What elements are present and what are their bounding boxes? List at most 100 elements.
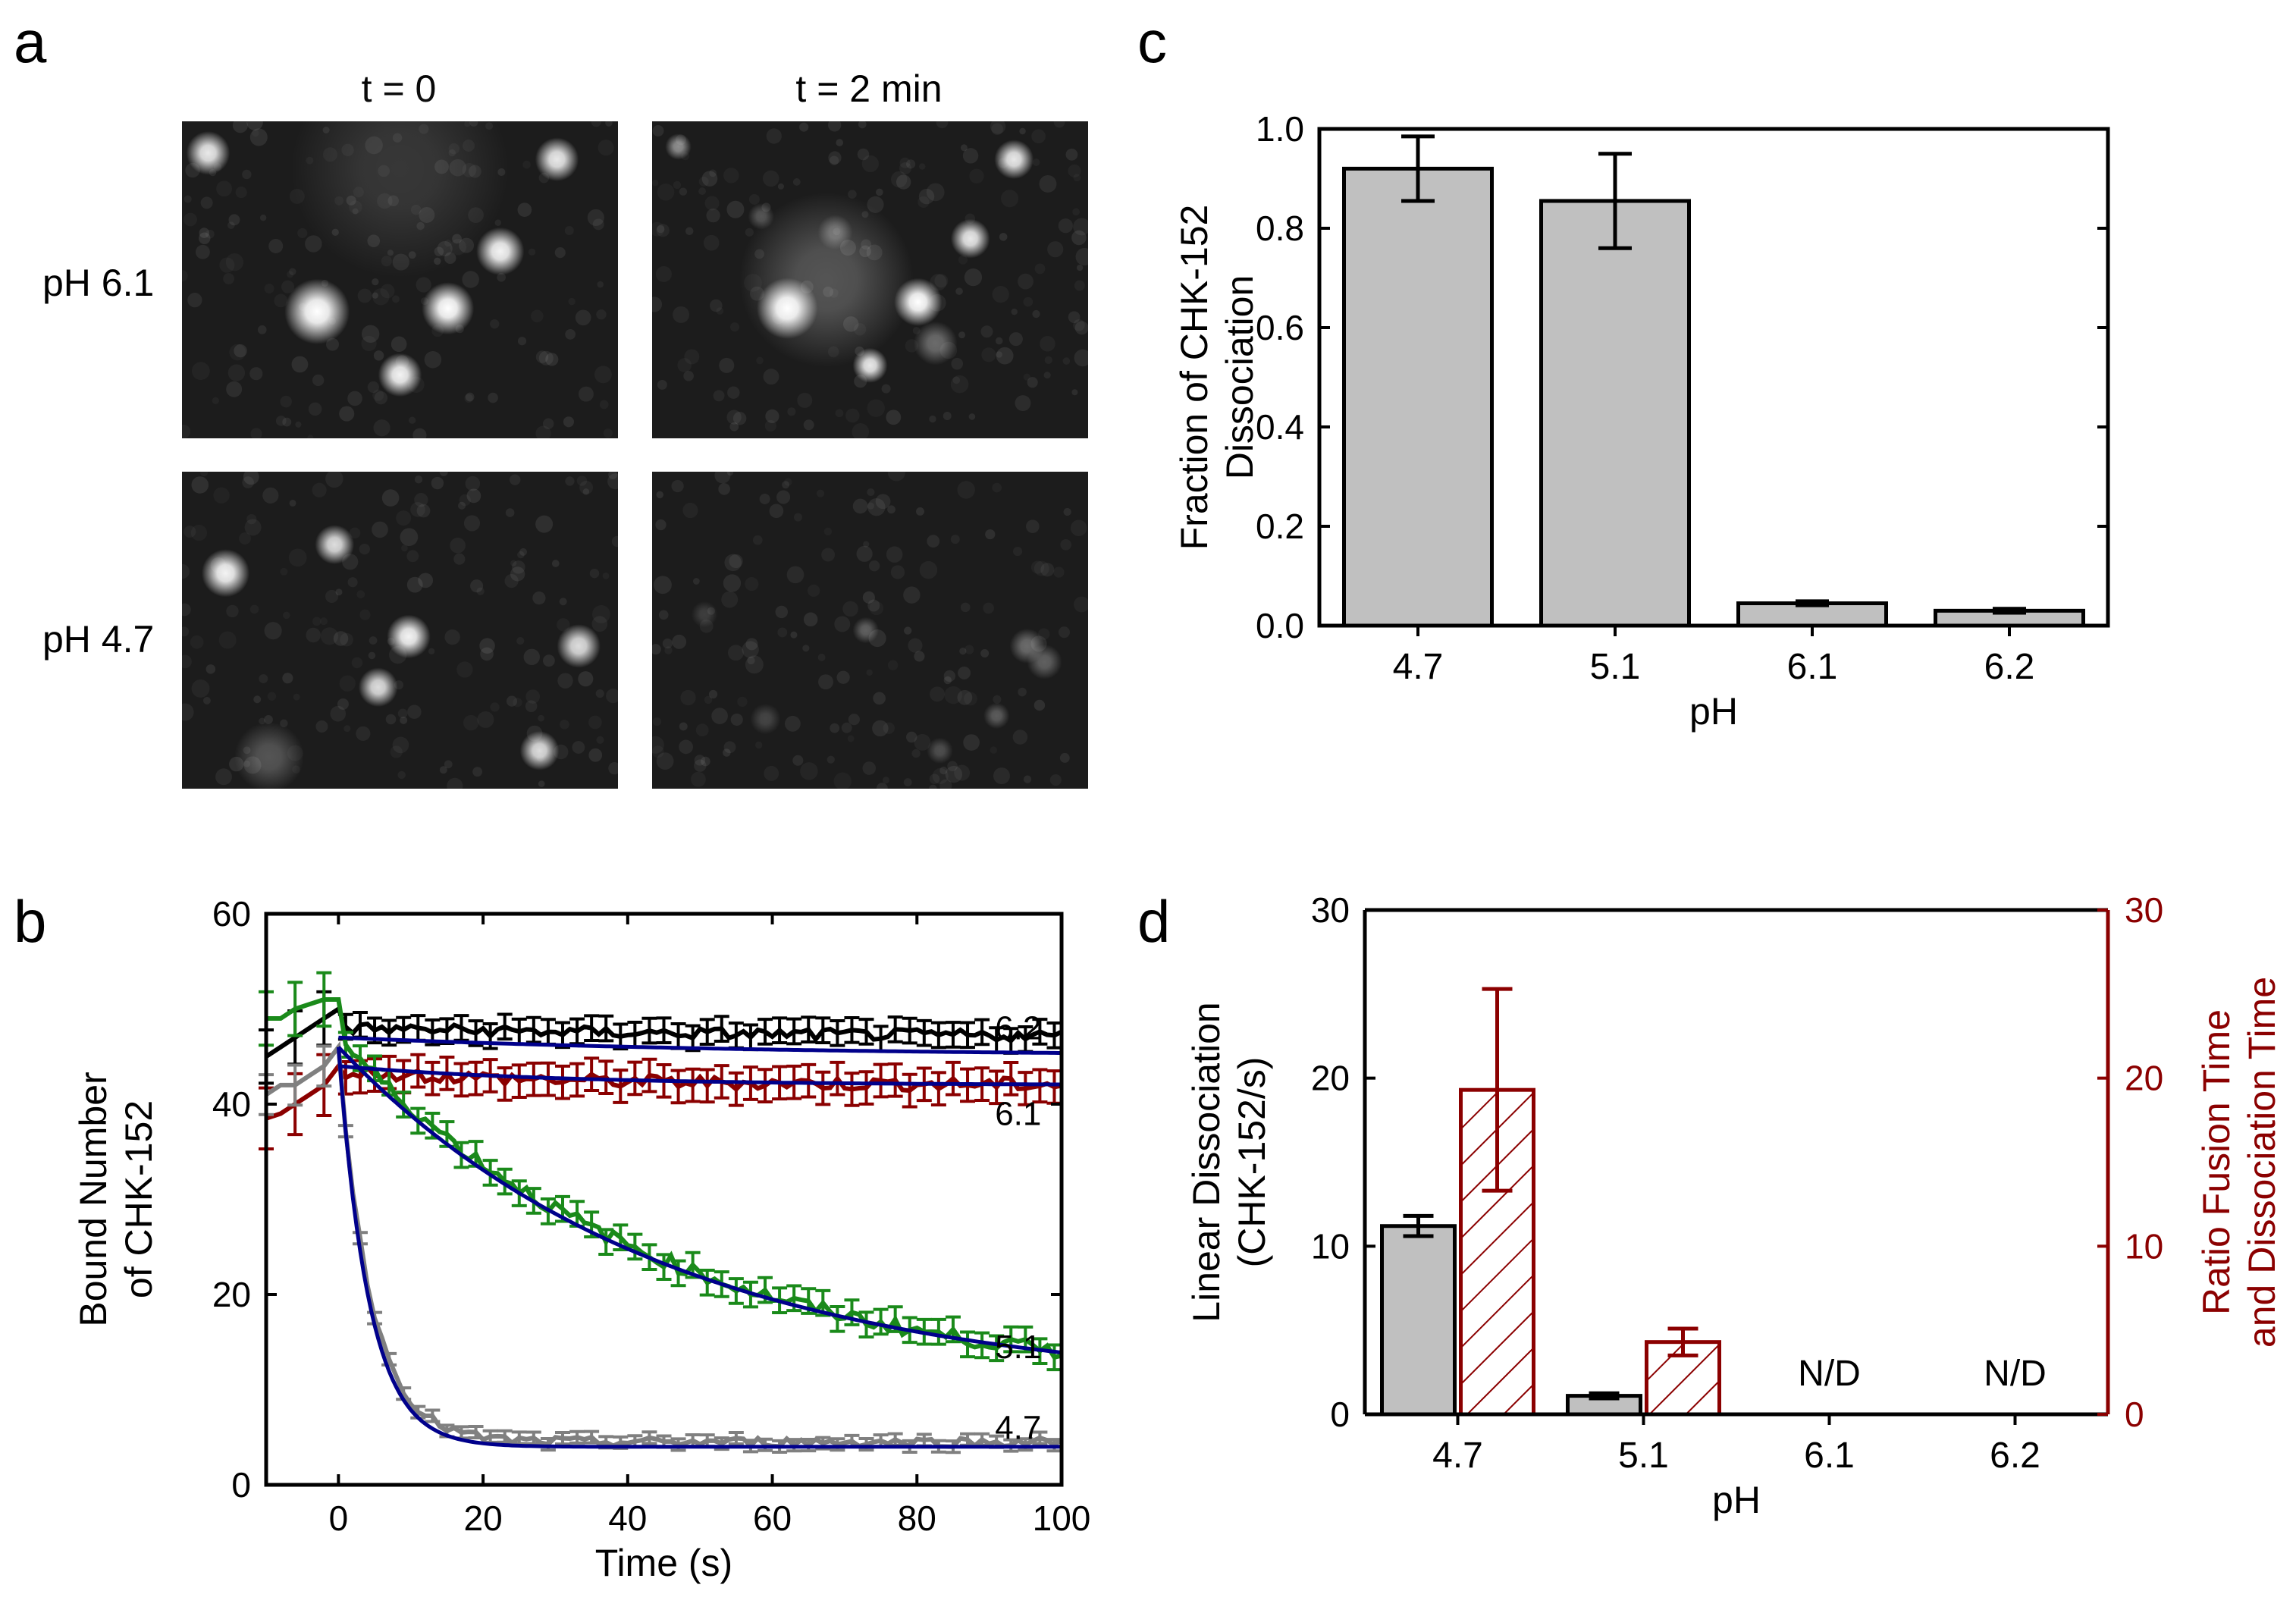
noise-speck (444, 629, 460, 645)
noise-speck (522, 161, 531, 169)
plot-frame (264, 912, 1064, 1487)
noise-speck (228, 214, 240, 226)
noise-speck (337, 698, 349, 710)
noise-speck (608, 469, 618, 479)
noise-speck (1060, 538, 1072, 551)
noise-speck (361, 336, 376, 351)
noise-speck (916, 507, 924, 516)
noise-speck (958, 331, 966, 339)
noise-speck (992, 286, 1009, 303)
noise-speck (517, 202, 532, 217)
bar-4.7 (1342, 166, 1494, 628)
data-line-5.1 (266, 997, 1062, 1360)
noise-speck (763, 369, 779, 385)
noise-speck (745, 655, 764, 674)
y-tick-label-right: 10 (2125, 1226, 2163, 1266)
noise-speck (408, 416, 416, 424)
noise-speck (572, 741, 585, 754)
fluorescent-spot (422, 282, 475, 335)
noise-speck (701, 756, 710, 767)
panel-label-d: d (1137, 888, 1170, 955)
noise-speck (726, 469, 734, 476)
noise-speck (726, 200, 745, 218)
noise-speck (873, 692, 886, 705)
noise-speck (903, 586, 921, 604)
noise-speck (359, 609, 370, 620)
noise-speck (542, 418, 554, 429)
noise-speck (359, 543, 370, 555)
fluorescent-spot (748, 203, 774, 230)
noise-speck (283, 611, 290, 620)
noise-speck (295, 421, 302, 428)
noise-speck (259, 214, 267, 221)
y-tick-label: 0 (231, 1465, 251, 1505)
series-annotation: 5.1 (995, 1329, 1041, 1366)
noise-speck (826, 755, 835, 764)
noise-speck (867, 399, 885, 416)
noise-speck (1053, 116, 1065, 128)
noise-speck (598, 140, 614, 155)
noise-speck (1011, 308, 1018, 315)
noise-speck (453, 553, 466, 565)
noise-speck (917, 196, 930, 208)
noise-speck (769, 504, 784, 519)
noise-speck (650, 644, 661, 655)
fluorescent-spot (358, 667, 398, 708)
y-axis-label-line2: Dissociation (1219, 275, 1261, 480)
noise-speck (745, 228, 754, 237)
x-tick-label: 80 (898, 1498, 936, 1538)
noise-speck (876, 188, 883, 196)
noise-speck (1034, 699, 1046, 711)
noise-speck (339, 406, 355, 422)
noise-speck (808, 585, 820, 597)
noise-speck (765, 409, 779, 423)
noise-speck (369, 636, 378, 645)
noise-speck (472, 767, 483, 777)
x-tick-label: 100 (1033, 1498, 1091, 1538)
fluorescent-spot (519, 730, 560, 770)
noise-speck (591, 117, 601, 127)
noise-speck (802, 645, 810, 652)
noise-speck (439, 467, 448, 476)
noise-speck (391, 336, 407, 353)
noise-speck (213, 487, 229, 503)
noise-speck (1065, 148, 1078, 161)
noise-speck (226, 381, 243, 397)
noise-speck (993, 695, 1002, 704)
noise-speck (1076, 264, 1084, 271)
noise-speck (381, 489, 400, 507)
na-label: N/D (1984, 1354, 2047, 1394)
noise-speck (856, 545, 873, 562)
noise-speck (312, 374, 325, 387)
noise-speck (1039, 174, 1057, 193)
noise-speck (340, 632, 353, 647)
noise-speck (1073, 218, 1091, 236)
noise-speck (658, 610, 669, 620)
noise-speck (563, 416, 575, 428)
noise-speck (176, 270, 187, 281)
noise-speck (325, 589, 339, 604)
noise-speck (737, 697, 747, 707)
noise-speck (525, 700, 538, 712)
noise-speck (588, 716, 602, 730)
noise-speck (1023, 297, 1033, 307)
noise-speck (800, 762, 818, 780)
noise-speck (943, 411, 952, 420)
noise-speck (694, 759, 707, 772)
x-tick-label: 6.1 (1787, 647, 1838, 687)
noise-speck (858, 120, 867, 129)
noise-speck (397, 770, 406, 780)
noise-speck (414, 475, 423, 484)
noise-speck (538, 714, 544, 722)
noise-speck (307, 435, 313, 441)
noise-speck (929, 774, 940, 784)
fluorescent-spot (1027, 644, 1062, 679)
noise-speck (1074, 349, 1092, 367)
noise-speck (890, 565, 905, 579)
noise-speck (718, 483, 730, 495)
row-label-ph47: pH 4.7 (42, 618, 154, 661)
noise-speck (656, 491, 664, 499)
fluorescent-spot (983, 702, 1010, 730)
noise-speck (852, 498, 868, 514)
y-tick-label-right: 0 (2125, 1395, 2144, 1434)
